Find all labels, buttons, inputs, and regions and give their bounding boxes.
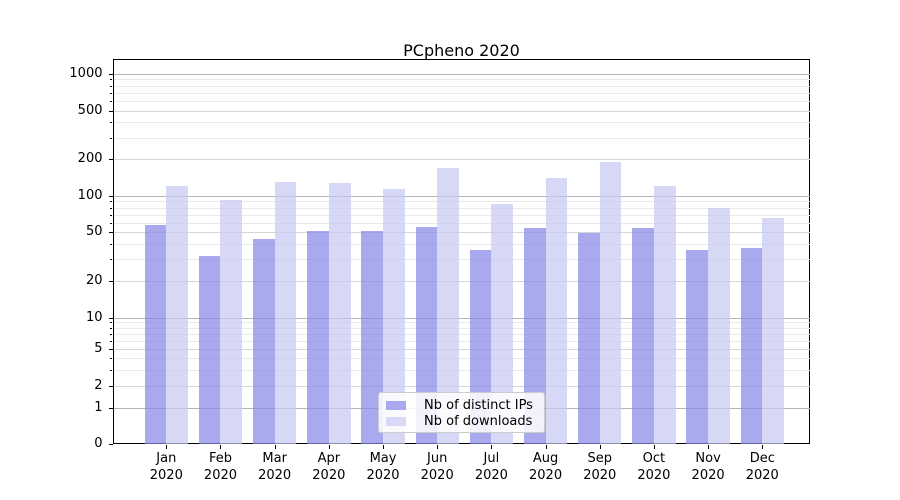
x-tick-label-mar: Mar 2020 bbox=[247, 450, 303, 484]
x-tick-label-oct: Oct 2020 bbox=[626, 450, 682, 484]
y-tick-mark bbox=[108, 232, 113, 234]
y-tick-mark bbox=[108, 159, 113, 161]
y-tick-mark bbox=[108, 317, 113, 319]
x-tick-mark bbox=[653, 444, 655, 449]
x-tick-label-aug: Aug 2020 bbox=[518, 450, 574, 484]
x-tick-month: Dec bbox=[749, 451, 775, 466]
legend-label: Nb of distinct IPs bbox=[424, 397, 533, 413]
x-tick-month: Jun bbox=[427, 451, 448, 466]
y-tick-label: 500 bbox=[77, 102, 103, 118]
y-tick-mark-minor bbox=[110, 322, 112, 324]
y-tick-mark-minor bbox=[110, 222, 112, 224]
x-tick-mark bbox=[274, 444, 276, 449]
y-tick-label: 50 bbox=[85, 224, 103, 240]
x-tick-mark bbox=[599, 444, 601, 449]
y-tick-mark-minor bbox=[110, 122, 112, 124]
x-tick-label-feb: Feb 2020 bbox=[192, 450, 248, 484]
y-tick-mark-minor bbox=[110, 85, 112, 87]
x-tick-mark bbox=[437, 444, 439, 449]
x-tick-year: 2020 bbox=[474, 468, 508, 483]
x-tick-year: 2020 bbox=[366, 468, 400, 483]
legend-swatch-icon bbox=[386, 400, 406, 410]
x-tick-mark bbox=[328, 444, 330, 449]
y-tick-mark bbox=[108, 408, 113, 409]
y-tick-mark bbox=[108, 386, 113, 387]
y-tick-label: 10 bbox=[85, 309, 103, 325]
y-tick-mark-minor bbox=[110, 79, 112, 81]
x-tick-year: 2020 bbox=[420, 468, 454, 483]
x-tick-month: Jan bbox=[156, 451, 177, 466]
y-tick-mark-minor bbox=[110, 92, 112, 94]
x-tick-year: 2020 bbox=[203, 468, 238, 483]
plot-area bbox=[113, 59, 810, 444]
y-tick-mark-minor bbox=[110, 137, 112, 139]
x-tick-year: 2020 bbox=[583, 468, 617, 483]
y-tick-mark-minor bbox=[110, 340, 112, 342]
x-tick-month: Mar bbox=[262, 451, 287, 466]
x-tick-year: 2020 bbox=[258, 468, 292, 483]
y-tick-mark-minor bbox=[110, 333, 112, 335]
x-tick-label-dec: Dec 2020 bbox=[734, 450, 790, 484]
x-tick-year: 2020 bbox=[745, 468, 779, 483]
x-tick-month: Oct bbox=[642, 451, 666, 466]
x-tick-month: Sep bbox=[587, 451, 612, 466]
y-tick-label: 100 bbox=[77, 187, 103, 203]
y-tick-label: 2 bbox=[94, 378, 103, 393]
x-tick-month: Feb bbox=[208, 451, 232, 466]
x-tick-month: May bbox=[369, 451, 397, 466]
x-tick-mark bbox=[491, 444, 493, 449]
y-tick-mark bbox=[108, 110, 113, 112]
y-tick-label: 1 bbox=[94, 400, 103, 415]
x-tick-month: Nov bbox=[695, 451, 721, 466]
y-tick-label: 200 bbox=[77, 151, 103, 167]
x-tick-year: 2020 bbox=[691, 468, 725, 483]
x-tick-mark bbox=[383, 444, 385, 449]
y-tick-mark bbox=[108, 280, 113, 282]
x-tick-mark bbox=[220, 444, 222, 449]
chart-title: PCpheno 2020 bbox=[403, 41, 520, 60]
y-tick-mark-minor bbox=[110, 244, 112, 246]
y-tick-mark bbox=[108, 195, 113, 197]
y-tick-label: 1000 bbox=[69, 65, 103, 81]
x-tick-label-may: May 2020 bbox=[355, 450, 411, 484]
y-tick-mark bbox=[108, 349, 113, 350]
y-tick-label: 0 bbox=[94, 435, 103, 451]
legend-swatch-icon bbox=[386, 417, 406, 427]
y-tick-mark bbox=[108, 73, 113, 75]
x-tick-label-sep: Sep 2020 bbox=[572, 450, 628, 484]
x-tick-year: 2020 bbox=[529, 468, 563, 483]
y-tick-mark-minor bbox=[110, 201, 112, 203]
x-tick-month: Apr bbox=[317, 451, 341, 466]
x-tick-month: Aug bbox=[532, 451, 559, 466]
x-tick-label-jan: Jan 2020 bbox=[138, 450, 194, 484]
y-tick-label: 5 bbox=[94, 341, 103, 356]
x-tick-label-nov: Nov 2020 bbox=[680, 450, 736, 484]
x-tick-year: 2020 bbox=[637, 468, 671, 483]
x-tick-year: 2020 bbox=[149, 468, 183, 483]
y-tick-mark-minor bbox=[110, 358, 112, 359]
legend-entry: Nb of distinct IPs bbox=[386, 397, 544, 414]
y-tick-mark-minor bbox=[110, 369, 112, 371]
y-tick-mark-minor bbox=[110, 259, 112, 261]
x-tick-label-jul: Jul 2020 bbox=[463, 450, 519, 484]
legend-entry: Nb of downloads bbox=[386, 414, 544, 431]
x-tick-label-apr: Apr 2020 bbox=[301, 450, 357, 484]
x-tick-mark bbox=[762, 444, 764, 449]
x-tick-mark bbox=[166, 444, 168, 449]
y-tick-mark-minor bbox=[110, 207, 112, 209]
y-tick-label: 20 bbox=[85, 272, 103, 288]
legend: Nb of distinct IPs Nb of downloads bbox=[378, 392, 545, 433]
y-tick-mark-minor bbox=[110, 100, 112, 102]
y-tick-mark-minor bbox=[110, 327, 112, 329]
y-tick-mark bbox=[108, 443, 113, 445]
x-tick-mark bbox=[708, 444, 710, 449]
x-tick-year: 2020 bbox=[312, 468, 346, 483]
x-tick-mark bbox=[545, 444, 547, 449]
x-tick-month: Jul bbox=[483, 451, 500, 466]
x-tick-label-jun: Jun 2020 bbox=[409, 450, 465, 484]
legend-label: Nb of downloads bbox=[424, 414, 533, 430]
y-tick-mark-minor bbox=[110, 214, 112, 216]
